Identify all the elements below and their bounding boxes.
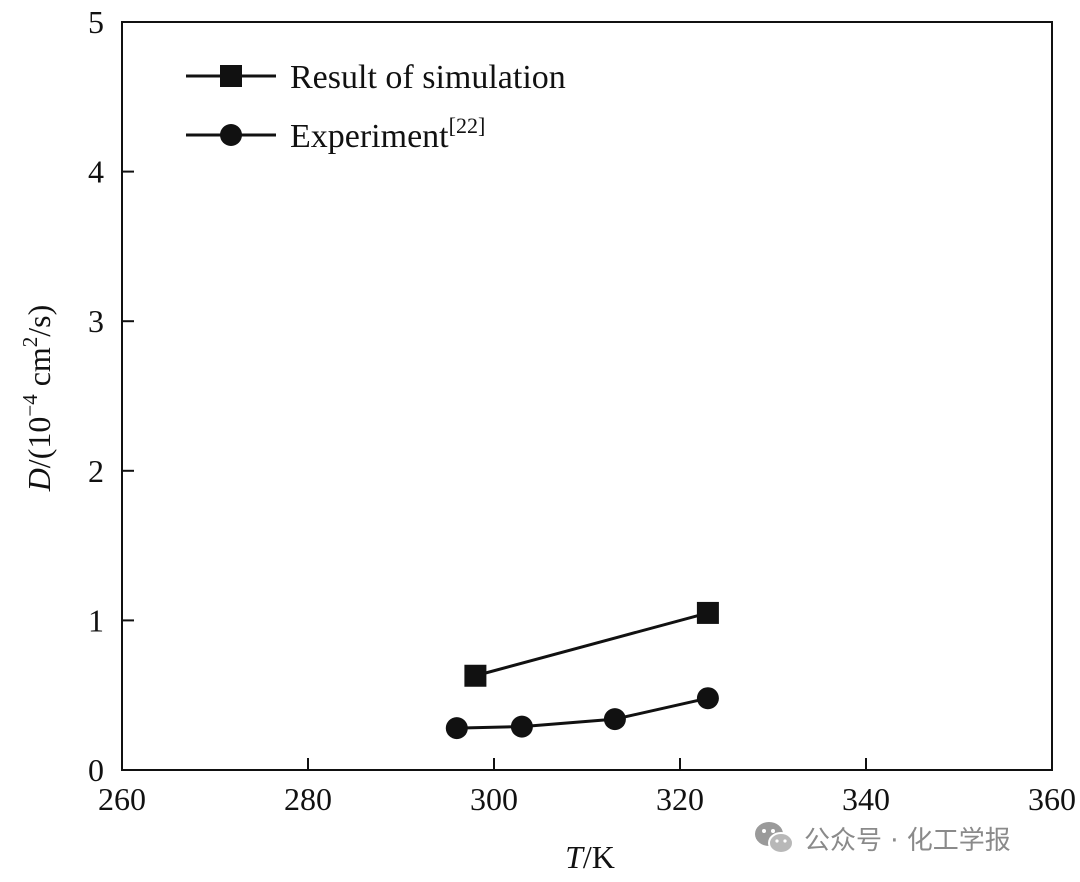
x-tick-label: 280 xyxy=(284,781,332,817)
y-tick-labels: 0 1 2 3 4 5 xyxy=(88,4,104,788)
y-tick-label: 2 xyxy=(88,453,104,489)
legend-label-experiment-name: Experiment xyxy=(290,118,449,155)
x-tick-label: 340 xyxy=(842,781,890,817)
legend: Result of simulation Experiment[22] xyxy=(186,59,566,155)
legend-label-experiment: Experiment[22] xyxy=(290,113,485,155)
legend-marker-circle xyxy=(220,124,242,146)
legend-marker-square xyxy=(220,65,242,87)
y-axis-prefix: /(10 xyxy=(21,417,57,469)
x-tick-label: 300 xyxy=(470,781,518,817)
y-axis-suffix: /s) xyxy=(21,305,57,337)
y-tick-label: 0 xyxy=(88,752,104,788)
watermark-text: 公众号 · 化工学报 xyxy=(804,825,1011,856)
x-tick-label: 360 xyxy=(1028,781,1076,817)
x-axis-var: T xyxy=(565,839,585,875)
x-tick-label: 260 xyxy=(98,781,146,817)
data-point-square xyxy=(696,601,719,624)
data-point-circle xyxy=(696,687,719,710)
y-tick-label: 4 xyxy=(88,154,104,190)
y-tick-label: 3 xyxy=(88,303,104,339)
y-axis-exp2: 2 xyxy=(18,337,42,348)
data-point-circle xyxy=(510,715,533,738)
y-axis-var: D xyxy=(21,468,57,492)
data-point-circle xyxy=(445,717,468,740)
watermark: 公众号 · 化工学报 xyxy=(752,814,1011,862)
x-tick-label: 320 xyxy=(656,781,704,817)
y-axis-exp: −4 xyxy=(18,394,42,417)
legend-label-simulation: Result of simulation xyxy=(290,59,566,96)
x-axis-unit: /K xyxy=(583,839,615,875)
y-tick-label: 5 xyxy=(88,4,104,40)
x-axis-title: T/K xyxy=(565,839,615,875)
data-point-circle xyxy=(603,708,626,731)
series-line-0 xyxy=(475,611,709,678)
axis-ticks xyxy=(122,170,867,770)
data-point-square xyxy=(464,664,487,687)
y-axis-title: D/(10−4 cm2/s) xyxy=(18,305,57,493)
legend-label-experiment-ref: [22] xyxy=(449,113,486,138)
series-layer xyxy=(445,601,719,740)
wechat-icon xyxy=(755,822,794,854)
x-tick-labels: 260 280 300 320 340 360 xyxy=(98,781,1076,817)
plot-frame xyxy=(121,21,1053,771)
y-axis-mid: cm xyxy=(21,347,57,394)
series-line-1 xyxy=(456,696,709,730)
y-tick-label: 1 xyxy=(88,602,104,638)
